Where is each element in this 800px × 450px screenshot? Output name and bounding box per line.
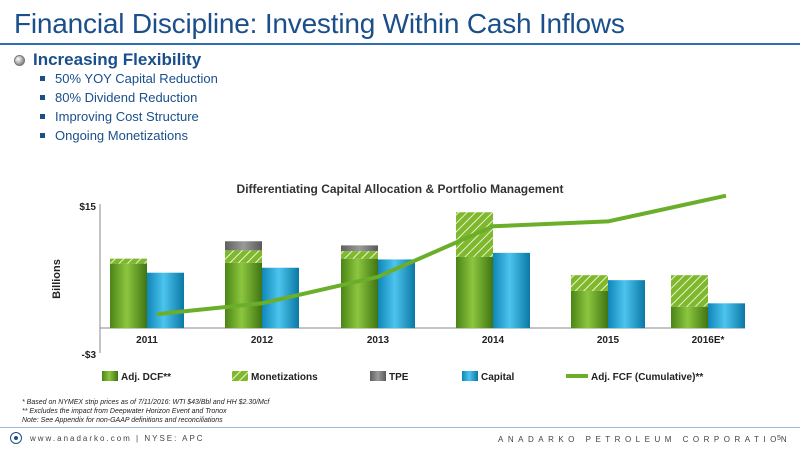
footer-divider [0, 427, 800, 428]
sub-bullet-item: 50% YOY Capital Reduction [40, 69, 218, 88]
bar-adj-dcf-3 [456, 256, 493, 329]
legend-label: Adj. FCF (Cumulative)** [591, 372, 703, 383]
bar-capital-5 [708, 303, 745, 329]
sub-bullet-item: Ongoing Monetizations [40, 126, 218, 145]
bar-monetizations-5 [671, 275, 708, 307]
x-tick-label: 2012 [251, 335, 274, 346]
bar-tpe-2 [341, 245, 378, 252]
square-bullet-icon [40, 76, 45, 81]
bar-monetizations-2 [341, 251, 378, 259]
footnote-2: ** Excludes the impact from Deepwater Ho… [22, 408, 227, 415]
bar-tpe-1 [225, 241, 262, 251]
sub-bullet-item: Improving Cost Structure [40, 107, 218, 126]
x-tick-label: 2013 [367, 335, 390, 346]
sub-bullet-text: Ongoing Monetizations [55, 128, 188, 143]
footer-website[interactable]: www.anadarko.com | NYSE: APC [30, 433, 205, 443]
footer-left: www.anadarko.com | NYSE: APC [10, 432, 205, 444]
legend-swatch [370, 371, 386, 381]
x-tick-label: 2011 [136, 335, 158, 346]
title-divider [0, 43, 800, 45]
bar-adj-dcf-1 [225, 262, 262, 329]
x-tick-labels: 2011 2012 2013 2014 2015 2016E* [136, 335, 724, 346]
legend-swatch [102, 371, 118, 381]
sub-bullet-text: 50% YOY Capital Reduction [55, 71, 218, 86]
company-logo-icon [10, 432, 22, 444]
y-tick-bottom: -$3 [82, 350, 97, 361]
bar-capital-3 [493, 252, 530, 329]
fcf-line-group [156, 193, 727, 317]
legend-swatch [232, 371, 248, 381]
square-bullet-icon [40, 114, 45, 119]
bar-capital-4 [608, 280, 645, 329]
bar-adj-dcf-5 [671, 306, 708, 329]
legend-swatch [462, 371, 478, 381]
footnote-1: * Based on NYMEX strip prices as of 7/11… [22, 399, 270, 406]
footnote-3: Note: See Appendix for non-GAAP definiti… [22, 417, 223, 424]
fcf-cumulative-line [156, 193, 727, 317]
x-tick-label: 2016E* [692, 335, 725, 346]
x-tick-label: 2015 [597, 335, 620, 346]
footnotes: * Based on NYMEX strip prices as of 7/11… [22, 398, 269, 425]
main-bullet-text: Increasing Flexibility [33, 50, 202, 69]
bar-monetizations-0 [110, 258, 147, 264]
bar-adj-dcf-0 [110, 263, 147, 329]
square-bullet-icon [40, 133, 45, 138]
main-bullet: Increasing Flexibility [14, 50, 201, 70]
chart-title: Differentiating Capital Allocation & Por… [237, 182, 564, 196]
bar-capital-2 [378, 259, 415, 329]
bar-capital-0 [147, 272, 184, 329]
bar-adj-dcf-2 [341, 258, 378, 329]
legend-label: TPE [389, 372, 409, 383]
sub-bullet-text: Improving Cost Structure [55, 109, 199, 124]
capital-allocation-chart: Differentiating Capital Allocation & Por… [51, 182, 745, 383]
legend-label: Adj. DCF** [121, 372, 171, 383]
x-tick-label: 2014 [482, 335, 505, 346]
y-axis-label: Billions [51, 259, 63, 299]
y-tick-top: $15 [79, 202, 96, 213]
legend-label: Monetizations [251, 372, 318, 383]
square-bullet-icon [40, 95, 45, 100]
bullet-dot-icon [14, 54, 25, 66]
chart-legend: Adj. DCF** Monetizations TPE Capital Adj. FC… [102, 371, 703, 383]
legend-label: Capital [481, 372, 515, 383]
sub-bullet-list: 50% YOY Capital Reduction 80% Dividend R… [40, 69, 218, 145]
footer-company-name: ANADARKO PETROLEUM CORPORATION [498, 435, 792, 444]
bar-monetizations-1 [225, 250, 262, 263]
slide-title: Financial Discipline: Investing Within C… [14, 8, 625, 39]
sub-bullet-text: 80% Dividend Reduction [55, 90, 198, 105]
bar-group [110, 212, 745, 329]
bar-adj-dcf-4 [571, 290, 608, 329]
page-number: 5 [777, 435, 781, 442]
sub-bullet-item: 80% Dividend Reduction [40, 88, 218, 107]
bar-monetizations-4 [571, 275, 608, 291]
